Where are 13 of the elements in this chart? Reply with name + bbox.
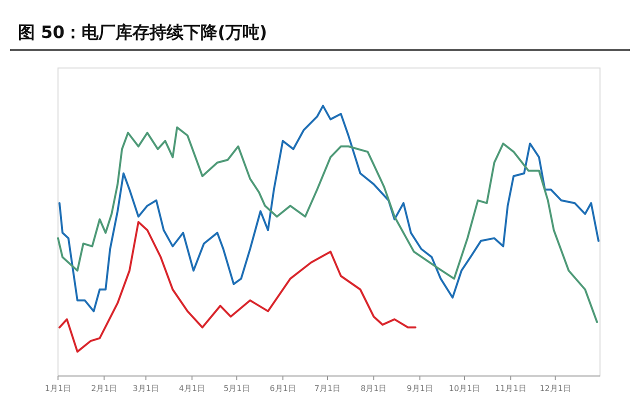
x-tick-label: 9月1日 — [406, 384, 433, 393]
x-tick-label: 4月1日 — [178, 384, 206, 393]
x-tick-label: 2月1日 — [91, 384, 118, 393]
x-tick-label: 11月1日 — [495, 384, 526, 393]
x-tick-label: 6月1日 — [270, 384, 296, 393]
x-tick-label: 7月1日 — [314, 384, 341, 393]
x-tick-label: 5月1日 — [224, 384, 250, 393]
x-tick-label: 12月1日 — [540, 384, 571, 393]
chart-title: 图 50：电厂库存持续下降(万吨) — [18, 23, 268, 43]
x-tick-label: 3月1日 — [132, 384, 159, 393]
x-tick-label: 10月1日 — [448, 384, 480, 393]
x-tick-label: 8月1日 — [360, 384, 387, 393]
x-tick-label: 1月1日 — [44, 384, 72, 393]
